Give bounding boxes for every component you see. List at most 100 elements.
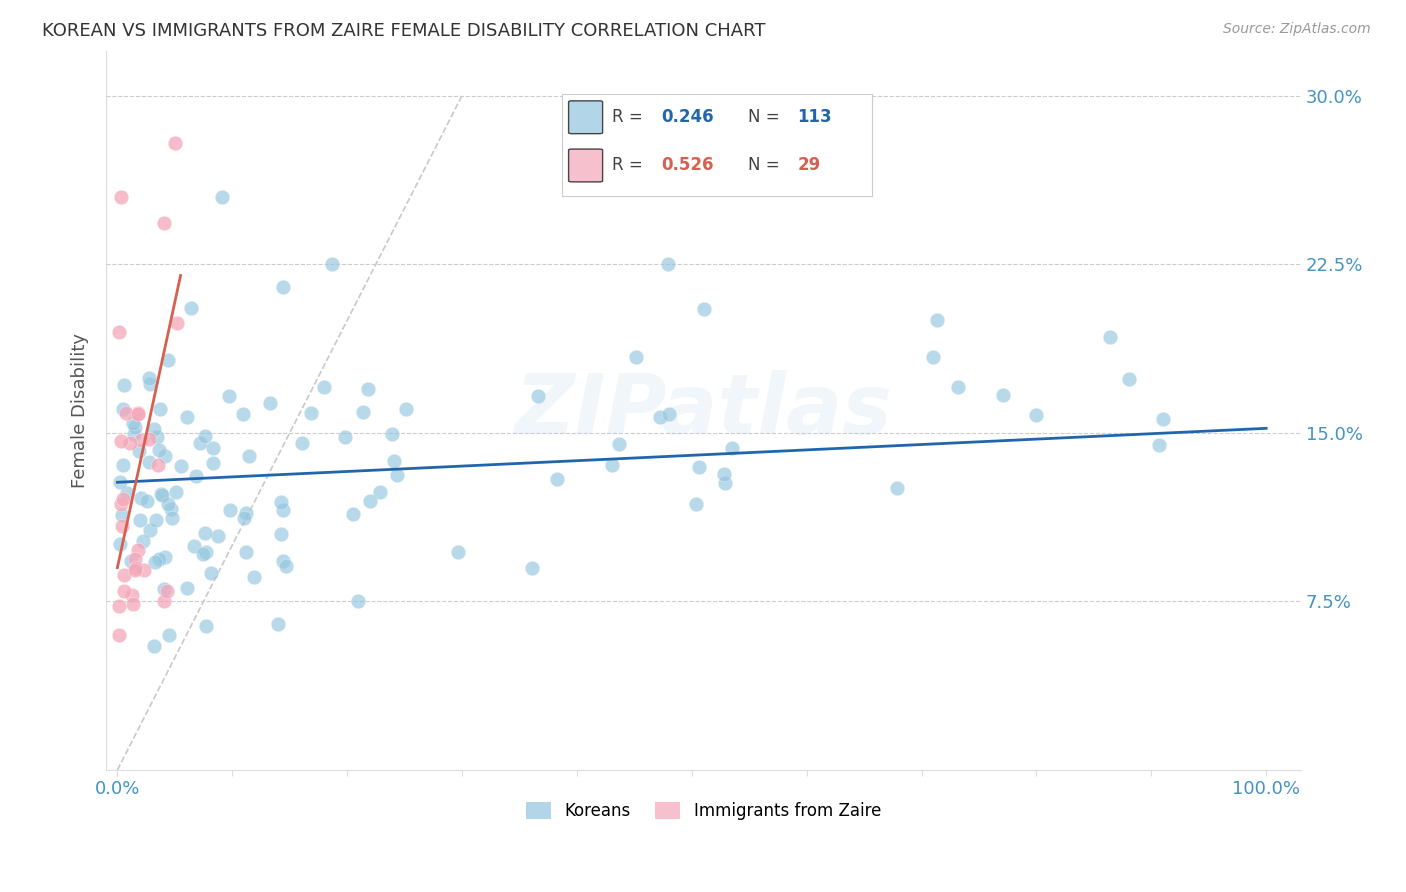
Point — [120, 435, 142, 450]
Point — [127, 543, 149, 558]
Point — [114, 406, 136, 420]
Point — [202, 456, 225, 470]
Point — [713, 476, 735, 491]
Point — [207, 529, 229, 543]
Point — [163, 136, 186, 150]
Point — [238, 450, 260, 464]
Point — [180, 301, 202, 315]
Point — [991, 387, 1014, 401]
Point — [657, 257, 679, 271]
Point — [107, 325, 129, 339]
Point — [299, 406, 322, 420]
Text: N =: N = — [748, 108, 785, 127]
Legend: Koreans, Immigrants from Zaire: Koreans, Immigrants from Zaire — [519, 795, 887, 826]
Point — [211, 190, 233, 204]
Point — [129, 491, 152, 505]
Point — [111, 458, 134, 472]
Point — [381, 427, 404, 442]
Point — [259, 396, 281, 410]
Text: R =: R = — [612, 108, 648, 127]
Point — [127, 407, 149, 421]
Point — [270, 527, 292, 541]
Point — [546, 472, 568, 486]
Point — [382, 454, 405, 468]
Point — [160, 511, 183, 525]
Point — [148, 458, 170, 473]
Point — [335, 430, 357, 444]
Point — [152, 216, 174, 230]
FancyBboxPatch shape — [568, 101, 603, 134]
Point — [153, 594, 176, 608]
Point — [232, 407, 254, 421]
FancyBboxPatch shape — [568, 149, 603, 182]
Point — [111, 519, 134, 533]
Point — [600, 458, 623, 473]
Point — [112, 377, 135, 392]
Point — [342, 508, 364, 522]
Point — [195, 618, 218, 632]
Point — [312, 380, 335, 394]
Point — [447, 545, 470, 559]
Point — [1025, 408, 1047, 422]
Point — [385, 467, 408, 482]
Point — [922, 350, 945, 364]
Point — [117, 486, 139, 500]
Point — [132, 534, 155, 549]
Point — [143, 640, 166, 654]
Text: Source: ZipAtlas.com: Source: ZipAtlas.com — [1223, 22, 1371, 37]
Point — [122, 417, 145, 431]
Point — [143, 422, 166, 436]
Point — [194, 428, 217, 442]
Text: R =: R = — [612, 156, 648, 175]
Point — [370, 484, 392, 499]
Point — [886, 481, 908, 495]
Point — [194, 526, 217, 541]
Point — [271, 553, 294, 567]
Point — [720, 441, 742, 455]
Point — [157, 497, 180, 511]
Point — [188, 436, 211, 450]
Point — [191, 548, 214, 562]
Text: N =: N = — [748, 156, 785, 175]
Point — [107, 599, 129, 613]
Text: ZIPatlas: ZIPatlas — [515, 370, 893, 450]
Point — [176, 410, 198, 425]
Point — [138, 455, 160, 469]
Point — [148, 443, 170, 458]
Point — [153, 582, 176, 596]
Point — [201, 442, 224, 456]
Point — [713, 467, 735, 482]
Point — [121, 588, 143, 602]
Point — [271, 503, 294, 517]
Point — [157, 628, 180, 642]
Point — [139, 523, 162, 537]
Point — [267, 616, 290, 631]
Point — [131, 433, 153, 447]
Point — [357, 383, 380, 397]
Point — [159, 502, 181, 516]
Point — [685, 497, 707, 511]
Point — [195, 545, 218, 559]
Point — [108, 475, 131, 489]
Point — [183, 539, 205, 553]
Point — [522, 560, 544, 574]
Point — [176, 581, 198, 595]
Point — [110, 190, 132, 204]
Point — [148, 552, 170, 566]
Point — [110, 497, 132, 511]
Point — [270, 495, 292, 509]
Point — [1153, 412, 1175, 426]
Point — [166, 316, 188, 330]
Text: KOREAN VS IMMIGRANTS FROM ZAIRE FEMALE DISABILITY CORRELATION CHART: KOREAN VS IMMIGRANTS FROM ZAIRE FEMALE D… — [42, 22, 766, 40]
Point — [107, 628, 129, 642]
Point — [134, 563, 156, 577]
Point — [112, 492, 135, 507]
Point — [138, 371, 160, 385]
Text: 29: 29 — [797, 156, 821, 175]
Point — [242, 569, 264, 583]
Point — [927, 313, 949, 327]
Point — [218, 389, 240, 403]
Point — [169, 458, 191, 473]
Point — [125, 561, 148, 575]
Point — [200, 566, 222, 580]
